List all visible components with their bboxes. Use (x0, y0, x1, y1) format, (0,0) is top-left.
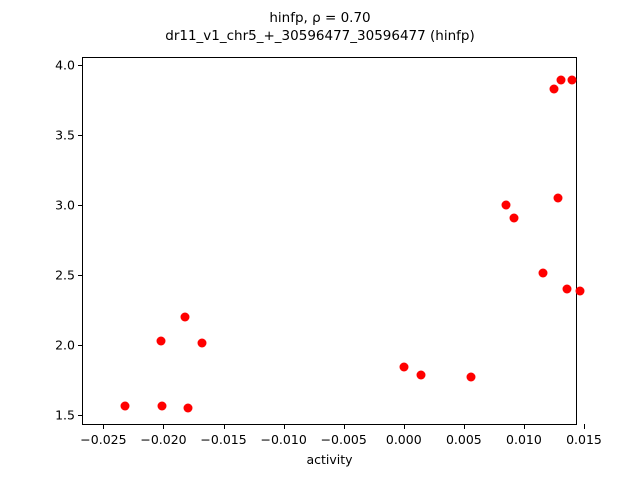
y-tick-label: 3.5 (55, 127, 75, 143)
data-point (562, 284, 572, 294)
x-tick-label: 0.005 (445, 432, 482, 447)
plot-axes: 1.5 2.0 2.5 3.0 3.5 4.0 −0.025 −0.020 −0.015 −0.… (55, 57, 602, 447)
x-tick-mark (283, 424, 285, 429)
data-point (553, 193, 563, 203)
x-tick-mark (343, 424, 345, 429)
data-point (157, 401, 167, 411)
data-point (399, 362, 409, 372)
data-point (120, 401, 130, 411)
data-point (575, 286, 585, 296)
data-point (180, 312, 190, 322)
chart-title-line-2: dr11_v1_chr5_+_30596477_30596477 (hinfp) (165, 27, 475, 44)
x-tick-label: −0.020 (140, 432, 187, 447)
x-tick-label: 0.010 (506, 432, 542, 447)
x-tick-mark (463, 424, 465, 429)
data-points-layer (83, 58, 585, 424)
x-tick-label: 0.015 (566, 432, 602, 447)
data-point (509, 213, 519, 223)
y-tick-label: 3.0 (55, 197, 75, 213)
y-tick-mark (78, 344, 83, 346)
data-point (556, 75, 566, 85)
data-point (538, 268, 548, 278)
y-tick-label: 2.0 (55, 337, 75, 353)
x-axis-label: activity (306, 452, 353, 467)
x-tick-label: −0.010 (260, 432, 307, 447)
x-tick-label: −0.025 (80, 432, 127, 447)
x-tick-mark (223, 424, 225, 429)
data-point (501, 200, 511, 210)
x-tick-mark (163, 424, 165, 429)
x-tick-label: 0.000 (385, 432, 422, 447)
y-tick-label: 2.5 (55, 267, 75, 283)
data-point (549, 84, 559, 94)
data-point (416, 370, 426, 380)
chart-title: hinfp, ρ = 0.70 dr11_v1_chr5_+_30596477_… (0, 10, 640, 46)
data-point (466, 372, 476, 382)
data-point (156, 336, 166, 346)
y-tick-mark (78, 134, 83, 136)
x-tick-label: −0.005 (320, 432, 367, 447)
y-tick-mark (78, 414, 83, 416)
x-tick-mark (584, 424, 585, 429)
data-point (183, 403, 193, 413)
y-tick-mark (78, 64, 83, 66)
x-tick-mark (523, 424, 525, 429)
x-tick-label: −0.015 (200, 432, 247, 447)
y-tick-mark (78, 274, 83, 276)
y-tick-label: 1.5 (55, 407, 75, 423)
y-tick-mark (78, 204, 83, 206)
x-tick-mark (403, 424, 405, 429)
chart-title-line-1: hinfp, ρ = 0.70 (269, 10, 371, 26)
data-point (567, 75, 577, 85)
data-point (197, 338, 207, 348)
x-tick-mark (103, 424, 105, 429)
y-tick-label: 4.0 (55, 57, 75, 73)
